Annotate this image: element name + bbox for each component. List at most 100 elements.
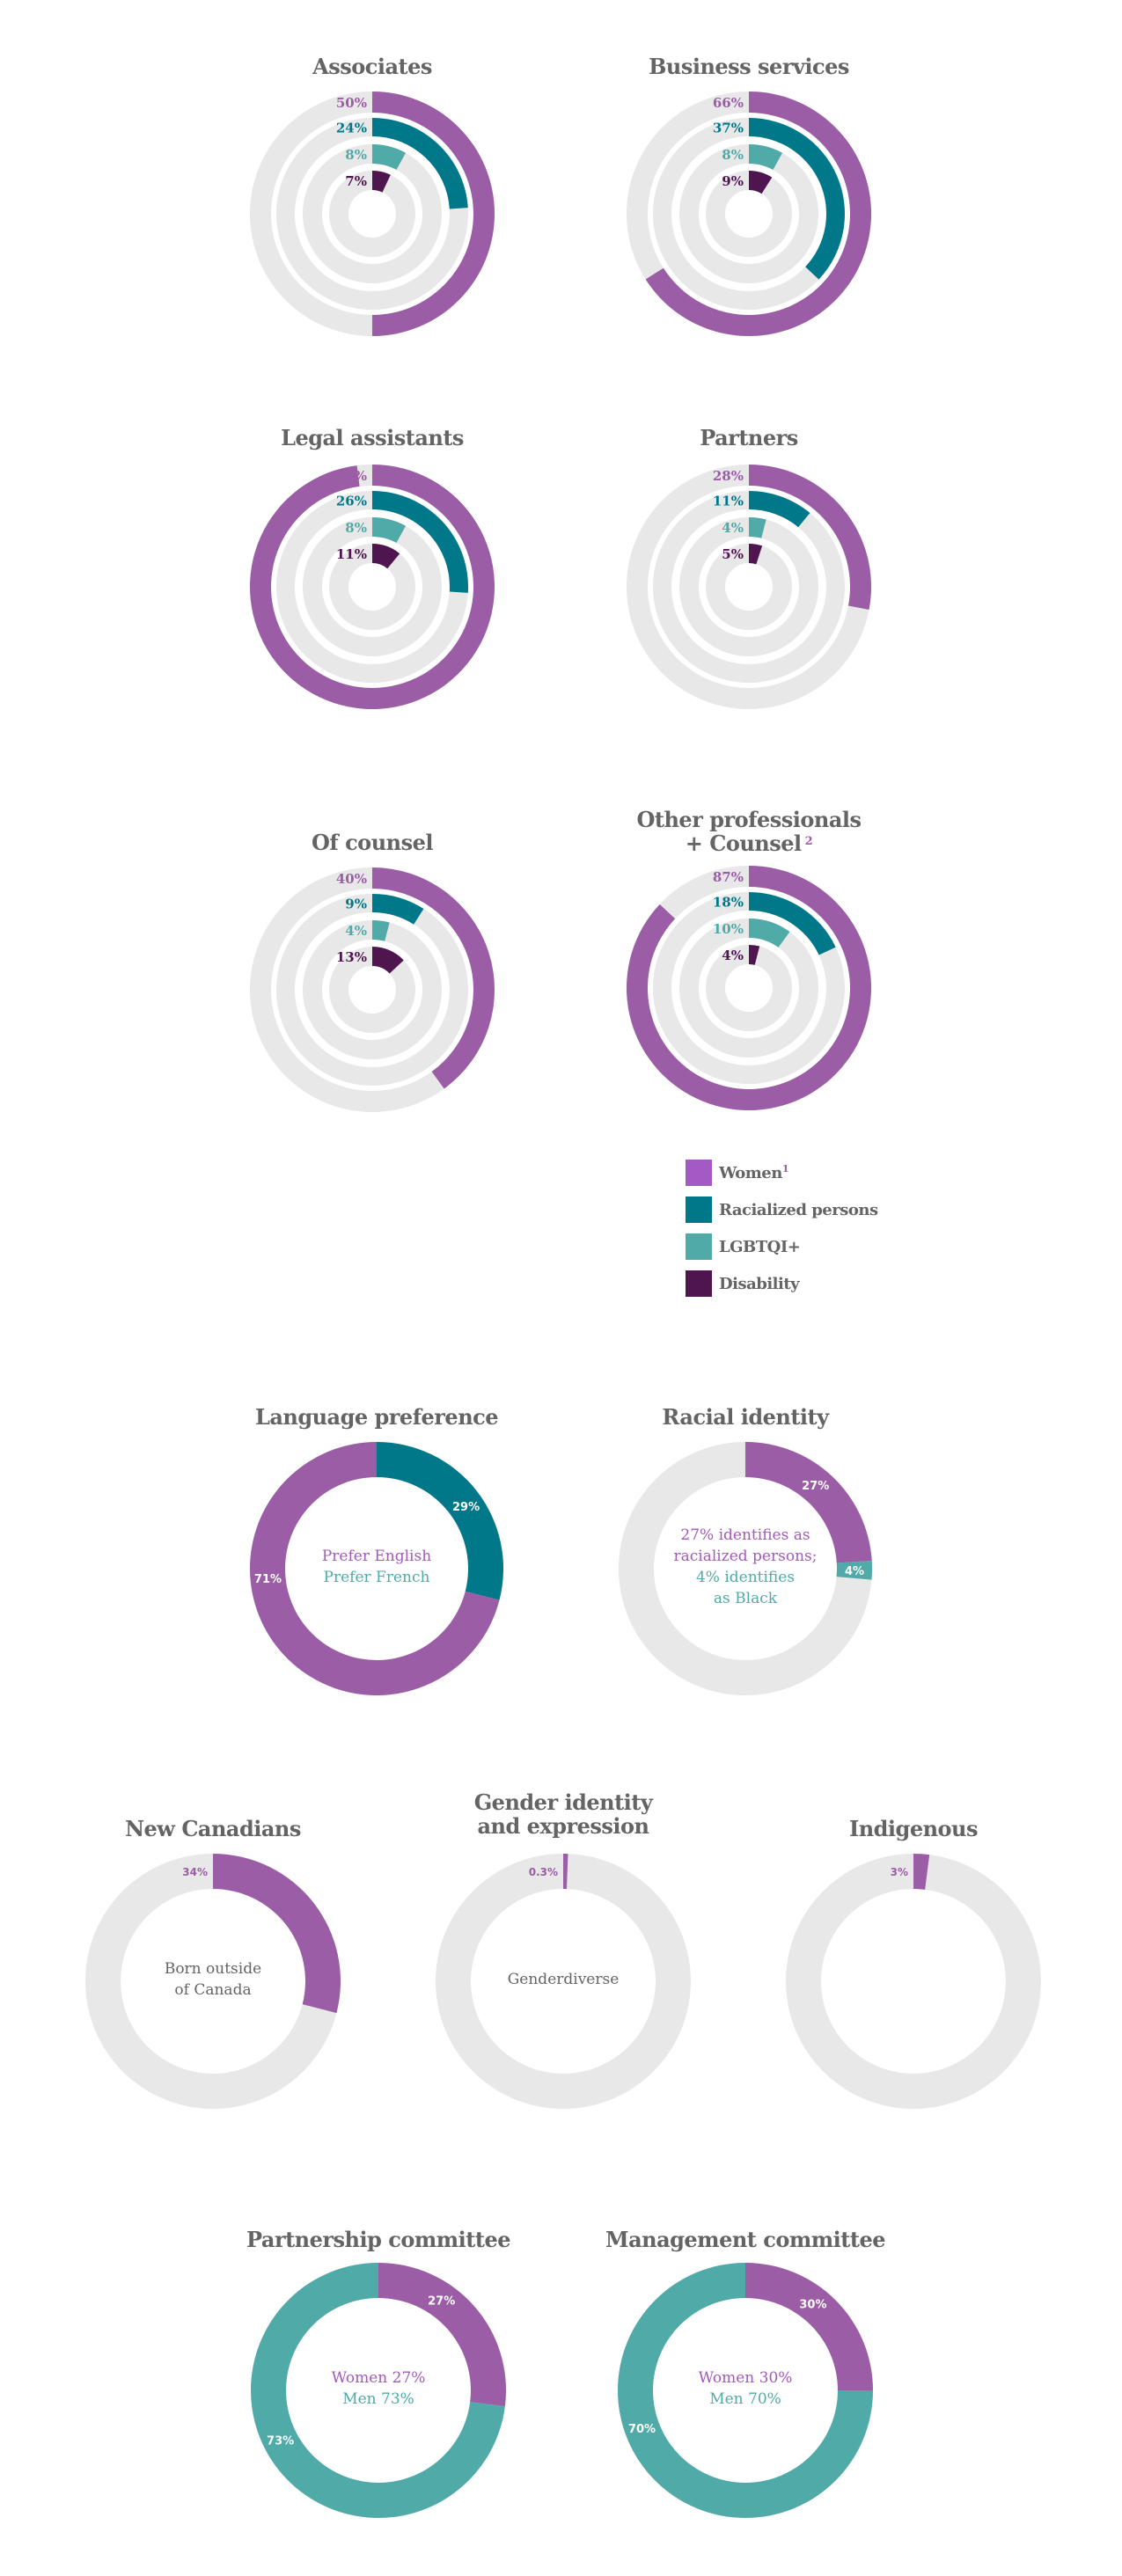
donut-segment xyxy=(377,1442,503,1600)
ring-track xyxy=(705,945,792,1031)
chart-title: Language preference xyxy=(201,1405,553,1429)
donut-track xyxy=(785,1854,1041,2109)
donut-chart-language-preference: 29% 71% xyxy=(249,1442,503,1695)
donut-value-label: 27% xyxy=(428,2295,455,2309)
ring-value-label: 5% xyxy=(722,546,744,562)
chart-title: Legal assistants xyxy=(196,426,548,450)
ring-value-label: 26% xyxy=(336,494,367,509)
chart-title-line: Business services xyxy=(649,54,849,79)
donut-center-text: Genderdiverse xyxy=(480,1969,647,1990)
ring-bar-women xyxy=(749,465,871,611)
ring-bar-disability xyxy=(749,945,760,965)
donut-value-label: 4% xyxy=(845,1565,864,1578)
ring-value-label: 11% xyxy=(336,546,367,562)
center-text-line: of Canada xyxy=(174,1981,252,1999)
chart-title: Management committee xyxy=(569,2228,921,2251)
ring-bar-lgbtqi xyxy=(749,918,790,948)
donut-chart-indigenous: 3% xyxy=(785,1854,1041,2109)
ring-track xyxy=(705,171,792,257)
ring-bar-disability xyxy=(372,171,391,193)
donut-segment xyxy=(913,1854,930,1890)
ring-bar-racialized xyxy=(372,894,424,925)
center-text-line: Men 73% xyxy=(342,2390,414,2408)
ring-track xyxy=(705,544,792,630)
donut-chart-partnership-committee: 27% 73% xyxy=(250,2263,506,2518)
donut-segment xyxy=(378,2263,506,2407)
ring-bar-women xyxy=(372,91,495,336)
ring-chart-business-services: 66% 37% 8% 9% xyxy=(626,91,871,337)
legend-label: Disability xyxy=(719,1274,800,1293)
chart-title-line: New Canadians xyxy=(125,1816,301,1841)
ring-value-label: 66% xyxy=(713,95,744,111)
chart-title-line: Of counsel xyxy=(311,830,434,855)
chart-title-line: Management committee xyxy=(605,2227,885,2252)
legend-swatch xyxy=(686,1197,712,1223)
donut-value-label: 34% xyxy=(182,1866,208,1878)
footnote-marker: 2 xyxy=(801,835,813,848)
ring-value-label: 10% xyxy=(713,921,744,937)
chart-title: Partners xyxy=(573,426,925,450)
chart-title-line: Other professionals xyxy=(636,807,862,832)
ring-bar-lgbtqi xyxy=(372,144,407,171)
chart-title: Racial identity xyxy=(569,1405,921,1429)
ring-chart-other-professionals-counsel: 87% 18% 10% 4% xyxy=(626,866,871,1110)
center-text-line: Prefer English xyxy=(321,1548,432,1565)
legend-label: LGBTQI+ xyxy=(719,1237,801,1256)
ring-bar-racialized xyxy=(372,118,468,209)
chart-title: New Canadians xyxy=(37,1817,389,1841)
ring-chart-partners: 28% 11% 4% 5% xyxy=(626,465,871,709)
ring-chart-legal-assistants: 98% 26% 8% 11% xyxy=(249,465,495,710)
center-text-line: racialized persons; xyxy=(673,1548,818,1565)
ring-chart-of-counsel: 40% 9% 4% 13% xyxy=(249,867,495,1112)
ring-bar-disability xyxy=(749,544,763,565)
donut-chart-racial-identity: 27% 4% xyxy=(618,1442,872,1696)
center-text-line: Prefer French xyxy=(323,1569,430,1586)
ring-track xyxy=(302,517,442,656)
legend-item-racialized: Racialized persons xyxy=(686,1197,878,1223)
donut-center-text: Born outside of Canada xyxy=(129,1958,297,2001)
ring-value-label: 9% xyxy=(345,896,367,912)
legend-label: Women1 xyxy=(719,1163,789,1182)
ring-track xyxy=(678,517,818,656)
center-text-line: Men 70% xyxy=(709,2390,781,2408)
center-text-line: 4% identifies xyxy=(695,1569,796,1586)
donut-value-label: 70% xyxy=(628,2423,656,2436)
ring-bar-disability xyxy=(372,544,400,569)
ring-track xyxy=(302,920,442,1059)
ring-bar-lgbtqi xyxy=(372,517,407,544)
ring-value-label: 28% xyxy=(713,468,744,484)
legend-swatch xyxy=(686,1233,712,1260)
ring-bar-racialized xyxy=(749,892,836,955)
chart-title-line: Partners xyxy=(700,425,798,450)
donut-chart-management-committee: 30% 70% xyxy=(617,2263,873,2518)
legend: Women1 Racialized persons LGBTQI+ Disabilit… xyxy=(686,1160,878,1307)
ring-value-label: 8% xyxy=(345,520,367,536)
chart-title-line: Partnership committee xyxy=(246,2227,511,2252)
chart-title: Business services xyxy=(573,55,925,78)
ring-value-label: 4% xyxy=(722,520,744,536)
donut-segment xyxy=(745,1442,872,1563)
ring-value-label: 8% xyxy=(345,147,367,163)
donut-value-label: 73% xyxy=(267,2435,294,2448)
ring-value-label: 8% xyxy=(722,147,744,163)
ring-value-label: 87% xyxy=(713,869,744,885)
center-text-line: as Black xyxy=(713,1590,778,1607)
ring-value-label: 13% xyxy=(336,949,367,965)
donut-center-text: 27% identifies as racialized persons; 4% i… xyxy=(662,1525,829,1609)
ring-value-label: 11% xyxy=(713,494,744,509)
chart-title-line: Associates xyxy=(312,54,432,79)
donut-value-label: 30% xyxy=(799,2298,826,2311)
ring-value-label: 7% xyxy=(345,173,367,189)
ring-value-label: 9% xyxy=(722,173,744,189)
donut-center-text: Women 27% Men 73% xyxy=(295,2367,462,2410)
ring-track xyxy=(678,144,818,283)
chart-title-line: + Counsel 2 xyxy=(685,831,813,856)
legend-item-lgbtqi: LGBTQI+ xyxy=(686,1233,878,1260)
chart-title: Of counsel xyxy=(196,831,548,854)
ring-value-label: 4% xyxy=(345,923,367,939)
ring-track xyxy=(678,918,818,1057)
chart-title-line: Legal assistants xyxy=(281,425,464,450)
ring-bar-racialized xyxy=(372,491,468,593)
chart-title-line: Language preference xyxy=(254,1404,499,1430)
ring-bar-lgbtqi xyxy=(749,517,766,538)
